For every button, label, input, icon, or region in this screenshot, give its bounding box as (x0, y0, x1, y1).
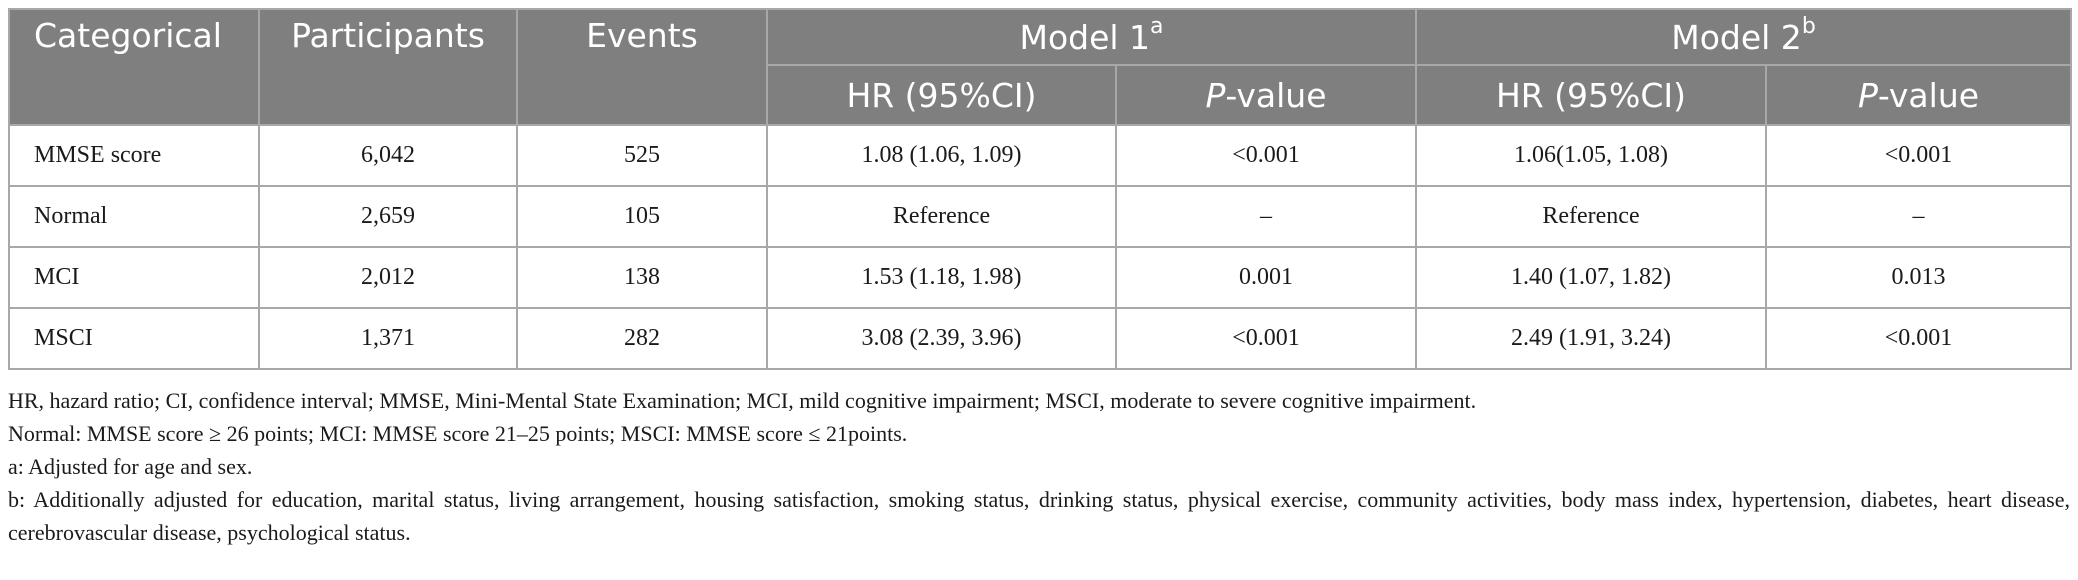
header-model-1-hr: HR (95%CI) (766, 64, 1117, 126)
header-model-1: Model 1a (766, 8, 1417, 66)
hazard-ratio-table: Categorical Participants Events Model 1a… (8, 8, 2073, 370)
model-2-hr-cell: 1.06(1.05, 1.08) (1415, 124, 1767, 187)
header-model-1-pvalue: P-value (1115, 64, 1417, 126)
model-2-hr-cell: 1.40 (1.07, 1.82) (1415, 246, 1767, 309)
model-1-p-cell: – (1115, 185, 1417, 248)
header-participants: Participants (258, 8, 518, 126)
model-2-hr-cell: 2.49 (1.91, 3.24) (1415, 307, 1767, 370)
model-1-hr-cell: 1.53 (1.18, 1.98) (766, 246, 1117, 309)
events-cell: 525 (516, 124, 768, 187)
table-footnotes: HR, hazard ratio; CI, confidence interva… (8, 384, 2070, 549)
participants-cell: 1,371 (258, 307, 518, 370)
p-suffix: -value (1877, 75, 1980, 115)
model-1-hr-cell: Reference (766, 185, 1117, 248)
model-1-superscript: a (1150, 13, 1164, 39)
model-2-p-cell: – (1764, 185, 2073, 248)
p-italic: P (1857, 75, 1878, 115)
model-1-p-cell: 0.001 (1115, 246, 1417, 309)
p-italic: P (1205, 75, 1226, 115)
header-events: Events (516, 8, 768, 126)
model-2-hr-cell: Reference (1415, 185, 1767, 248)
row-label: MMSE score (8, 124, 260, 187)
events-cell: 138 (516, 246, 768, 309)
row-label: Normal (8, 185, 260, 248)
header-row-1: Categorical Participants Events Model 1a… (8, 8, 2073, 126)
header-model-2: Model 2b (1414, 8, 2073, 66)
participants-cell: 6,042 (258, 124, 518, 187)
model-2-superscript: b (1801, 13, 1816, 39)
p-suffix: -value (1225, 75, 1327, 115)
results-table-container: Categorical Participants Events Model 1a… (8, 8, 2073, 549)
table-row: MSCI 1,371 282 3.08 (2.39, 3.96) <0.001 … (8, 307, 2073, 370)
model-1-p-cell: <0.001 (1115, 124, 1417, 187)
header-row-2: HR (95%CI) P-value HR (95%CI) P-value (9, 64, 2073, 126)
row-label: MSCI (8, 307, 260, 370)
table-row: Normal 2,659 105 Reference – Reference – (8, 185, 2073, 248)
header-model-2-pvalue: P-value (1764, 64, 2073, 126)
model-1-hr-cell: 3.08 (2.39, 3.96) (766, 307, 1117, 370)
events-cell: 282 (516, 307, 768, 370)
model-2-label: Model 2 (1671, 17, 1802, 57)
model-1-p-cell: <0.001 (1115, 307, 1417, 370)
participants-cell: 2,012 (258, 246, 518, 309)
model-2-p-cell: <0.001 (1764, 307, 2073, 370)
table-row: MMSE score 6,042 525 1.08 (1.06, 1.09) <… (8, 124, 2073, 187)
model-1-label: Model 1 (1019, 17, 1151, 57)
model-1-hr-cell: 1.08 (1.06, 1.09) (766, 124, 1117, 187)
events-cell: 105 (516, 185, 768, 248)
footnote-definitions: Normal: MMSE score ≥ 26 points; MCI: MMS… (8, 421, 908, 446)
table-row: MCI 2,012 138 1.53 (1.18, 1.98) 0.001 1.… (8, 246, 2073, 309)
header-categorical: Categorical (8, 8, 260, 126)
footnote-abbreviations: HR, hazard ratio; CI, confidence interva… (8, 388, 1477, 413)
model-2-p-cell: 0.013 (1764, 246, 2073, 309)
participants-cell: 2,659 (258, 185, 518, 248)
row-label: MCI (8, 246, 260, 309)
footnote-a: a: Adjusted for age and sex. (8, 454, 253, 479)
footnote-b: b: Additionally adjusted for education, … (8, 487, 2070, 545)
model-2-p-cell: <0.001 (1764, 124, 2073, 187)
header-model-2-hr: HR (95%CI) (1415, 64, 1767, 126)
